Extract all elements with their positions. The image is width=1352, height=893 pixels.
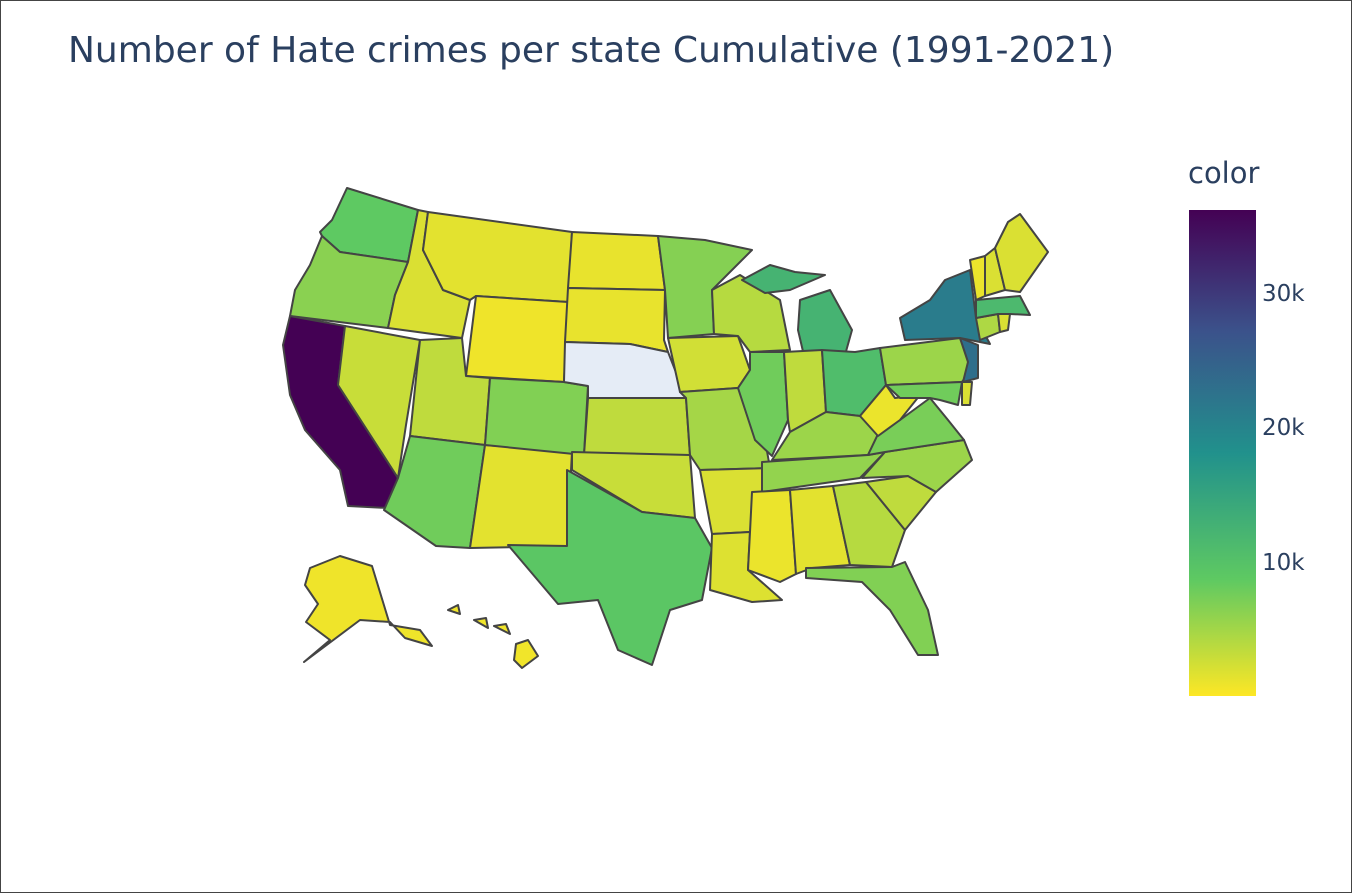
state-fl[interactable] — [805, 561, 939, 656]
colorbar-tick-20k: 20k — [1262, 415, 1305, 441]
colorbar-tick-10k: 10k — [1262, 550, 1305, 576]
state-nv[interactable] — [337, 325, 421, 479]
state-ks[interactable] — [583, 397, 691, 456]
chart-title: Number of Hate crimes per state Cumulati… — [68, 30, 1115, 71]
colorbar-gradient — [1189, 210, 1256, 696]
state-tx[interactable] — [507, 469, 713, 666]
state-ga[interactable] — [832, 481, 906, 568]
state-al[interactable] — [789, 485, 851, 575]
state-me[interactable] — [994, 213, 1049, 293]
state-ak[interactable] — [303, 555, 433, 663]
state-ms[interactable] — [747, 489, 797, 583]
state-nj[interactable] — [959, 337, 979, 383]
state-wy[interactable] — [465, 295, 569, 383]
state-ri[interactable] — [997, 313, 1011, 333]
state-co[interactable] — [484, 377, 589, 456]
state-nd[interactable] — [567, 231, 666, 291]
state-hi[interactable] — [447, 604, 539, 669]
state-mt[interactable] — [422, 211, 573, 303]
state-nm[interactable] — [469, 444, 573, 549]
colorbar-title: color — [1188, 156, 1260, 190]
state-pa[interactable] — [879, 337, 973, 386]
colorbar-tick-30k: 30k — [1262, 281, 1305, 307]
state-ma[interactable] — [975, 295, 1031, 319]
state-de[interactable] — [961, 381, 973, 406]
state-ia[interactable] — [667, 335, 751, 393]
